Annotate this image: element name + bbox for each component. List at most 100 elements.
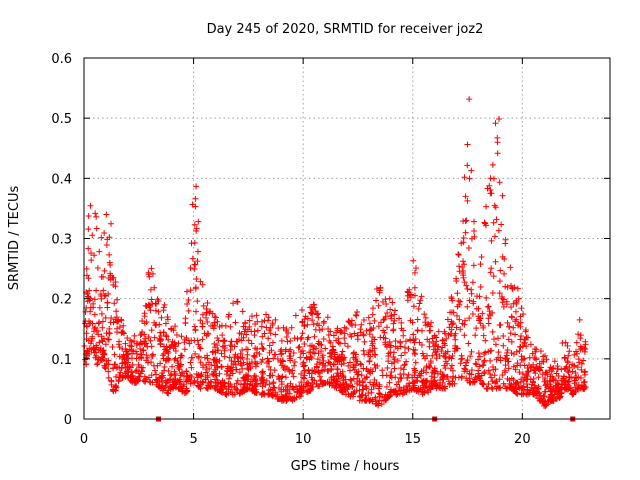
data-point [148, 372, 155, 379]
data-point [287, 380, 294, 387]
data-point [366, 358, 373, 365]
data-point [537, 348, 544, 355]
data-point [338, 351, 345, 358]
data-point [470, 218, 477, 225]
data-point [259, 356, 266, 363]
data-point [526, 389, 533, 396]
data-point [263, 311, 270, 318]
data-point [270, 355, 277, 362]
data-point [477, 315, 484, 322]
data-point [308, 354, 315, 361]
data-point [172, 375, 179, 382]
data-point [550, 375, 557, 382]
data-point [212, 314, 219, 321]
data-point [207, 383, 214, 390]
data-point [247, 363, 254, 370]
data-point [581, 379, 588, 386]
data-point [334, 353, 341, 360]
data-point [176, 385, 183, 392]
data-point [278, 388, 285, 395]
data-point [310, 321, 317, 328]
data-point [562, 355, 569, 362]
data-point [531, 367, 538, 374]
data-point [137, 332, 144, 339]
data-point [263, 324, 270, 331]
data-point [492, 120, 499, 127]
data-point [266, 349, 273, 356]
data-point [576, 316, 583, 323]
data-point [242, 386, 249, 393]
data-point [446, 381, 453, 388]
data-point [496, 290, 503, 297]
data-point [464, 197, 471, 204]
data-point [352, 321, 359, 328]
data-point [360, 316, 367, 323]
data-point [507, 330, 514, 337]
data-point [193, 276, 200, 283]
data-point [334, 370, 341, 377]
data-point [284, 388, 291, 395]
data-point [127, 364, 134, 371]
data-point [297, 385, 304, 392]
data-point [282, 374, 289, 381]
data-point [112, 387, 119, 394]
data-point [189, 255, 196, 262]
data-point [197, 381, 204, 388]
data-point [391, 388, 398, 395]
data-point [328, 365, 335, 372]
data-point [218, 363, 225, 370]
data-point [102, 314, 109, 321]
data-point [346, 331, 353, 338]
y-axis-label: SRMTID / TECUs [7, 186, 22, 291]
data-point [140, 347, 147, 354]
data-point [534, 389, 541, 396]
data-point [365, 349, 372, 356]
data-point [428, 373, 435, 380]
data-point [347, 393, 354, 400]
data-point [157, 341, 164, 348]
data-point [489, 289, 496, 296]
data-point [387, 372, 394, 379]
data-point [547, 373, 554, 380]
data-point [412, 351, 419, 358]
data-point [147, 337, 154, 344]
data-point [192, 195, 199, 202]
data-point [471, 227, 478, 234]
data-point [485, 348, 492, 355]
data-point [233, 380, 240, 387]
data-point [158, 314, 165, 321]
data-point [99, 324, 106, 331]
data-point [479, 310, 486, 317]
data-point [428, 319, 435, 326]
data-point [239, 365, 246, 372]
data-point [115, 378, 122, 385]
data-point [113, 384, 120, 391]
data-point [291, 335, 298, 342]
data-point [346, 367, 353, 374]
data-point [422, 314, 429, 321]
data-point [452, 345, 459, 352]
data-point [160, 329, 167, 336]
data-point [315, 322, 322, 329]
data-point [493, 216, 500, 223]
data-point [520, 356, 527, 363]
data-point [496, 278, 503, 285]
data-point [513, 348, 520, 355]
data-point [536, 360, 543, 367]
data-point [126, 363, 133, 370]
data-point [491, 372, 498, 379]
data-point [194, 337, 201, 344]
data-point [339, 355, 346, 362]
data-point [183, 288, 190, 295]
data-point [223, 371, 230, 378]
data-point [487, 269, 494, 276]
data-point [197, 317, 204, 324]
data-point [377, 319, 384, 326]
data-point [375, 385, 382, 392]
data-point [463, 359, 470, 366]
data-point [297, 354, 304, 361]
data-point [492, 258, 499, 265]
data-point [496, 376, 503, 383]
data-point [403, 383, 410, 390]
